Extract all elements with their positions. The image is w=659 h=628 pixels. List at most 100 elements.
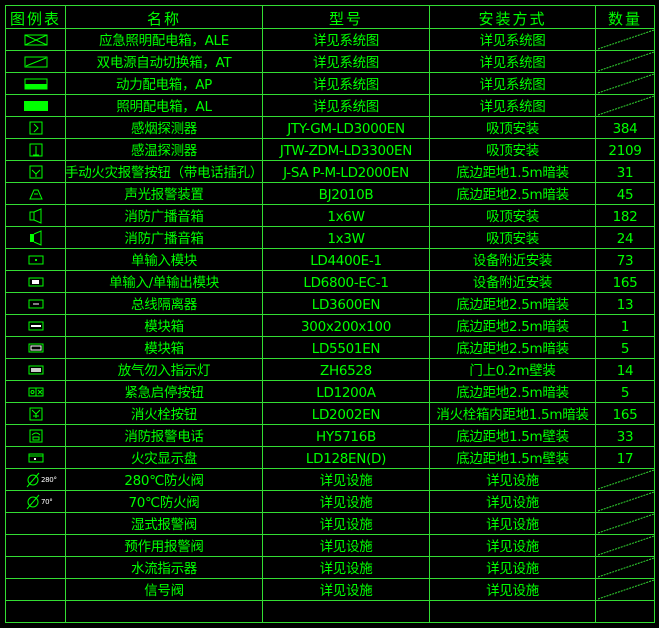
item-qty: 384 xyxy=(596,117,655,139)
fire-phone-icon xyxy=(29,429,43,443)
item-name: 模块箱 xyxy=(66,315,263,337)
item-model: ZH6528 xyxy=(263,359,430,381)
table-row: 单输入/单输出模块 LD6800-EC-1 设备附近安装 165 xyxy=(6,271,655,293)
item-install: 设备附近安装 xyxy=(430,271,596,293)
item-name: 火灾显示盘 xyxy=(66,447,263,469)
table-row: 手动火灾报警按钮（带电话插孔） J-SA P-M-LD2000EN 底边距地1.5m… xyxy=(6,161,655,183)
item-name: 280℃防火阀 xyxy=(66,469,263,491)
table-row: 应急照明配电箱，ALE 详见系统图 详见系统图 xyxy=(6,29,655,51)
item-install: 吸顶安装 xyxy=(430,227,596,249)
item-name: 照明配电箱，AL xyxy=(66,95,263,117)
item-install: 详见系统图 xyxy=(430,95,596,117)
damper-70-icon: 70° xyxy=(26,493,53,511)
table-row: 信号阀 详见设施 详见设施 xyxy=(6,579,655,601)
damper-280-icon: 280° xyxy=(26,471,57,489)
legend-cell xyxy=(6,535,66,557)
legend-cell xyxy=(6,579,66,601)
item-install: 详见设施 xyxy=(430,579,596,601)
module-box-2-icon xyxy=(28,343,44,353)
not-applicable-slash xyxy=(597,469,654,490)
item-model: 详见设施 xyxy=(263,557,430,579)
item-name: 手动火灾报警按钮（带电话插孔） xyxy=(66,161,263,183)
legend-cell xyxy=(6,447,66,469)
item-model: 300x200x100 xyxy=(263,315,430,337)
legend-cell: 70° xyxy=(6,491,66,513)
item-qty xyxy=(596,579,655,601)
legend-cell xyxy=(6,51,66,73)
item-name: 模块箱 xyxy=(66,337,263,359)
legend-cell xyxy=(6,315,66,337)
table-row: 水流指示器 详见设施 详见设施 xyxy=(6,557,655,579)
item-model: LD3600EN xyxy=(263,293,430,315)
item-install: 详见系统图 xyxy=(430,73,596,95)
item-name: 消防广播音箱 xyxy=(66,227,263,249)
box-diagonal-icon xyxy=(24,56,48,68)
item-name: 动力配电箱，AP xyxy=(66,73,263,95)
item-qty xyxy=(596,491,655,513)
item-model: LD4400E-1 xyxy=(263,249,430,271)
item-qty: 165 xyxy=(596,271,655,293)
table-row: 湿式报警阀 详见设施 详见设施 xyxy=(6,513,655,535)
table-row: 感烟探测器 JTY-GM-LD3000EN 吸顶安装 384 xyxy=(6,117,655,139)
item-qty: 45 xyxy=(596,183,655,205)
manual-alarm-button-icon xyxy=(29,165,43,179)
item-qty: 1 xyxy=(596,315,655,337)
item-install: 底边距地2.5m暗装 xyxy=(430,337,596,359)
item-qty: 17 xyxy=(596,447,655,469)
table-row: 感温探测器 JTW-ZDM-LD3300EN 吸顶安装 2109 xyxy=(6,139,655,161)
no-entry-light-icon xyxy=(28,365,44,375)
item-install: 底边距地2.5m暗装 xyxy=(430,315,596,337)
item-qty: 13 xyxy=(596,293,655,315)
box-x-icon xyxy=(24,34,48,46)
item-install: 底边距地1.5m壁装 xyxy=(430,425,596,447)
item-install: 吸顶安装 xyxy=(430,117,596,139)
not-applicable-slash xyxy=(597,29,654,50)
item-qty xyxy=(596,557,655,579)
item-model: 详见设施 xyxy=(263,579,430,601)
item-install: 详见设施 xyxy=(430,491,596,513)
legend-cell xyxy=(6,227,66,249)
table-row: 动力配电箱，AP 详见系统图 详见系统图 xyxy=(6,73,655,95)
input-module-icon xyxy=(28,255,44,265)
item-name: 湿式报警阀 xyxy=(66,513,263,535)
legend-cell xyxy=(6,161,66,183)
fire-display-panel-icon xyxy=(28,453,44,463)
legend-cell xyxy=(6,29,66,51)
item-qty: 24 xyxy=(596,227,655,249)
legend-cell xyxy=(6,183,66,205)
item-model: LD6800-EC-1 xyxy=(263,271,430,293)
item-qty: 5 xyxy=(596,381,655,403)
item-qty: 182 xyxy=(596,205,655,227)
not-applicable-slash xyxy=(597,95,654,116)
item-qty: 73 xyxy=(596,249,655,271)
legend-cell xyxy=(6,513,66,535)
item-qty: 31 xyxy=(596,161,655,183)
item-name: 声光报警装置 xyxy=(66,183,263,205)
item-install: 底边距地2.5m暗装 xyxy=(430,381,596,403)
item-model: 详见系统图 xyxy=(263,95,430,117)
table-row: 紧急启停按钮 LD1200A 底边距地2.5m暗装 5 xyxy=(6,381,655,403)
item-install xyxy=(430,601,596,623)
item-name: 消防广播音箱 xyxy=(66,205,263,227)
table-row: 声光报警装置 BJ2010B 底边距地2.5m暗装 45 xyxy=(6,183,655,205)
item-model: LD128EN(D) xyxy=(263,447,430,469)
item-name: 放气勿入指示灯 xyxy=(66,359,263,381)
item-model: J-SA P-M-LD2000EN xyxy=(263,161,430,183)
legend-cell xyxy=(6,271,66,293)
item-qty: 165 xyxy=(596,403,655,425)
item-name: 信号阀 xyxy=(66,579,263,601)
header-row: 图例表 名称 型号 安装方式 数量 xyxy=(6,6,655,29)
table-row: 消火栓按钮 LD2002EN 消火栓箱内距地1.5m暗装 165 xyxy=(6,403,655,425)
item-model: HY5716B xyxy=(263,425,430,447)
legend-cell xyxy=(6,601,66,623)
header-name: 名称 xyxy=(66,6,263,29)
item-install: 吸顶安装 xyxy=(430,139,596,161)
item-model: JTY-GM-LD3000EN xyxy=(263,117,430,139)
legend-cell xyxy=(6,557,66,579)
item-name: 应急照明配电箱，ALE xyxy=(66,29,263,51)
box-filled-icon xyxy=(23,100,48,111)
item-name: 消火栓按钮 xyxy=(66,403,263,425)
item-model: 1x6W xyxy=(263,205,430,227)
item-name xyxy=(66,601,263,623)
table-row: 模块箱 300x200x100 底边距地2.5m暗装 1 xyxy=(6,315,655,337)
